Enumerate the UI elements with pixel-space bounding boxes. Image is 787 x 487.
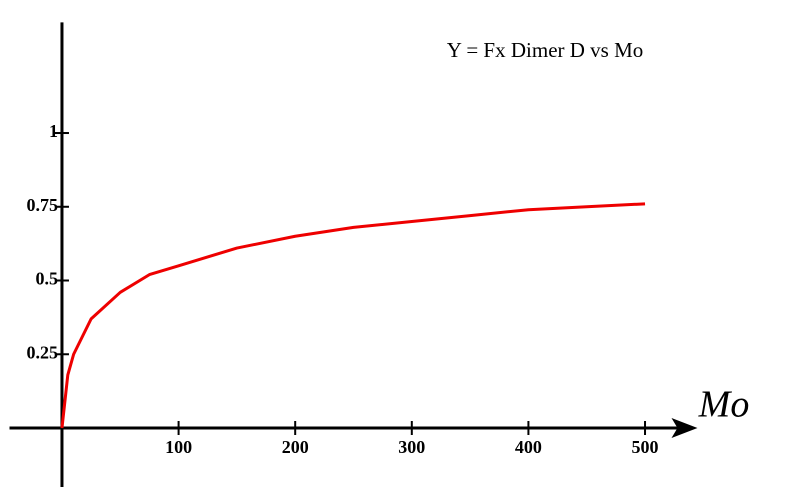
y-tick-label: 0.25	[26, 342, 58, 362]
x-axis-label: Mo	[698, 384, 750, 426]
x-tick-label: 300	[398, 437, 425, 457]
chart-title: Y = Fx Dimer D vs Mo	[447, 38, 644, 62]
y-tick-label: 1	[49, 121, 58, 141]
x-tick-label: 200	[282, 437, 309, 457]
x-tick-label: 500	[632, 437, 659, 457]
x-axis-arrow	[671, 418, 698, 439]
data-line	[60, 202, 646, 429]
x-tick-label: 100	[165, 437, 192, 457]
y-tick-label: 0.75	[26, 195, 58, 215]
y-tick-label: 0.5	[35, 269, 58, 289]
x-tick-label: 400	[515, 437, 542, 457]
